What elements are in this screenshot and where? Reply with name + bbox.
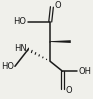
Polygon shape — [50, 40, 71, 43]
Text: O: O — [65, 86, 72, 95]
Text: HO: HO — [13, 17, 26, 26]
Text: HN: HN — [14, 44, 26, 53]
Text: OH: OH — [79, 67, 92, 76]
Text: O: O — [54, 1, 61, 10]
Text: HO: HO — [1, 62, 14, 71]
